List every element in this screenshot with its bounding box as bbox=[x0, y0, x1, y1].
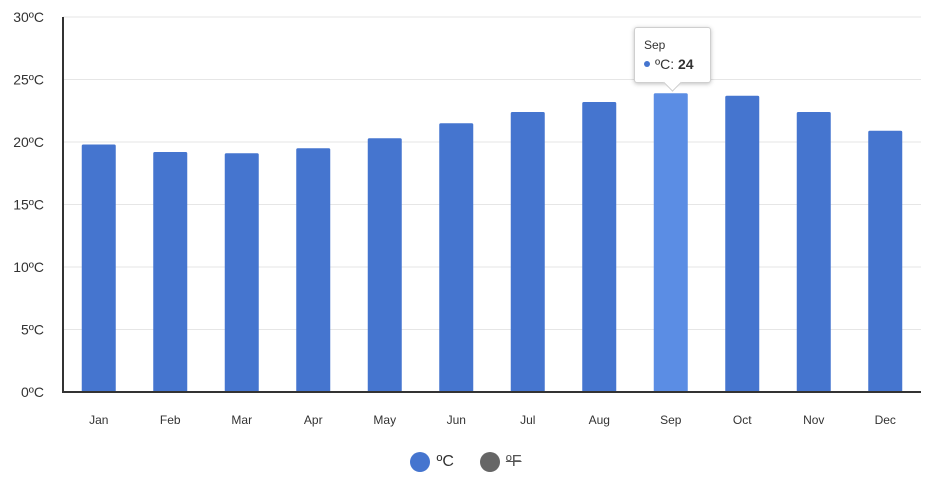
legend-label-celsius: ºC bbox=[436, 453, 454, 470]
tooltip-series-dot bbox=[644, 61, 650, 68]
legend-label-fahrenheit: ºF bbox=[505, 453, 522, 470]
bar-chart: 0ºC 5ºC 10ºC 15ºC 20ºC 25ºC 30ºC Jan Feb Mar Apr Ma… bbox=[13, 9, 921, 427]
legend-item-fahrenheit[interactable]: ºF bbox=[479, 452, 522, 472]
bar-nov[interactable] bbox=[796, 112, 831, 392]
y-tick-label: 10ºC bbox=[13, 259, 44, 275]
bar-aug[interactable] bbox=[582, 102, 617, 392]
tooltip: Sep ºC: 24 bbox=[634, 27, 711, 83]
x-tick-label: Oct bbox=[733, 413, 752, 427]
bar-jul[interactable] bbox=[510, 112, 545, 392]
x-tick-label: Apr bbox=[304, 413, 323, 427]
bar-dec[interactable] bbox=[868, 130, 903, 392]
x-tick-label: Jan bbox=[89, 413, 108, 427]
bar-may[interactable] bbox=[367, 138, 402, 392]
x-tick-label: Feb bbox=[160, 413, 181, 427]
legend-swatch-fahrenheit bbox=[479, 452, 500, 472]
x-tick-label: Nov bbox=[803, 413, 824, 427]
x-tick-label: Aug bbox=[589, 413, 610, 427]
y-tick-label: 5ºC bbox=[21, 322, 44, 338]
bar-jun[interactable] bbox=[439, 123, 474, 392]
tooltip-value: 24 bbox=[678, 56, 694, 72]
x-tick-label: Jun bbox=[447, 413, 466, 427]
x-tick-label: Mar bbox=[231, 413, 252, 427]
bar-jan[interactable] bbox=[81, 144, 116, 393]
bar-sep[interactable] bbox=[653, 93, 688, 392]
bar-apr[interactable] bbox=[296, 148, 331, 392]
y-tick-label: 30ºC bbox=[13, 9, 44, 25]
y-tick-label: 0ºC bbox=[21, 384, 44, 400]
y-tick-label: 20ºC bbox=[13, 134, 44, 150]
bar-mar[interactable] bbox=[224, 153, 259, 392]
legend-swatch-celsius bbox=[410, 452, 431, 472]
x-tick-label: May bbox=[373, 413, 396, 427]
tooltip-title: Sep bbox=[644, 38, 666, 52]
y-tick-label: 25ºC bbox=[13, 72, 44, 88]
legend: ºC ºF bbox=[0, 452, 932, 472]
y-tick-label: 15ºC bbox=[13, 197, 44, 213]
legend-item-celsius[interactable]: ºC bbox=[410, 452, 454, 472]
x-tick-label: Jul bbox=[520, 413, 535, 427]
tooltip-label: ºC: bbox=[655, 56, 675, 72]
tooltip-row: ºC: 24 bbox=[644, 55, 710, 73]
bar-feb[interactable] bbox=[153, 152, 188, 392]
x-tick-label: Sep bbox=[660, 413, 682, 427]
bar-oct[interactable] bbox=[725, 95, 760, 392]
x-tick-label: Dec bbox=[875, 413, 896, 427]
